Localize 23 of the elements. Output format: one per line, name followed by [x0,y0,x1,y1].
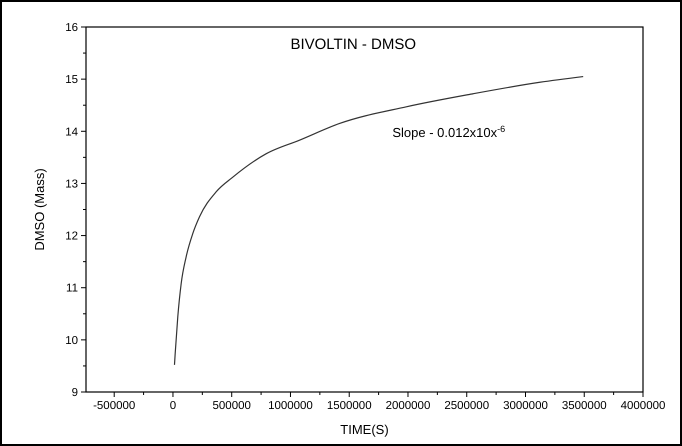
annotation: Slope - 0.012x10x$^{-6}$ [392,124,506,140]
line-series [174,76,584,366]
y-tick-label: 13 [65,178,78,190]
x-tick-label: 3500000 [562,400,607,412]
y-axis-title: DMSO (Mass) [32,168,47,251]
y-tick-label: 12 [65,230,78,243]
x-tick-label: 4000000 [620,400,666,412]
x-tick-label: 2500000 [444,400,490,412]
y-tick-label: 15 [65,74,78,86]
x-tick-label: 1500000 [326,400,372,412]
y-tick-label: 16 [65,22,78,34]
y-tick-label: 9 [72,387,78,399]
x-axis-title: TIME(S) [340,422,389,437]
y-tick-label: 11 [66,282,78,295]
x-tick-label: 2000000 [386,400,430,412]
y-tick-label: 10 [65,334,78,347]
x-tick-label: 3000000 [503,400,548,412]
x-tick-label: 0 [170,400,176,412]
x-tick-label: -500000 [93,400,136,412]
y-tick-label: 14 [65,126,79,138]
x-tick-label: 1000000 [268,400,313,412]
x-tick-label: 500000 [212,400,251,412]
text: BIVOLTIN - DMSO [290,36,416,53]
